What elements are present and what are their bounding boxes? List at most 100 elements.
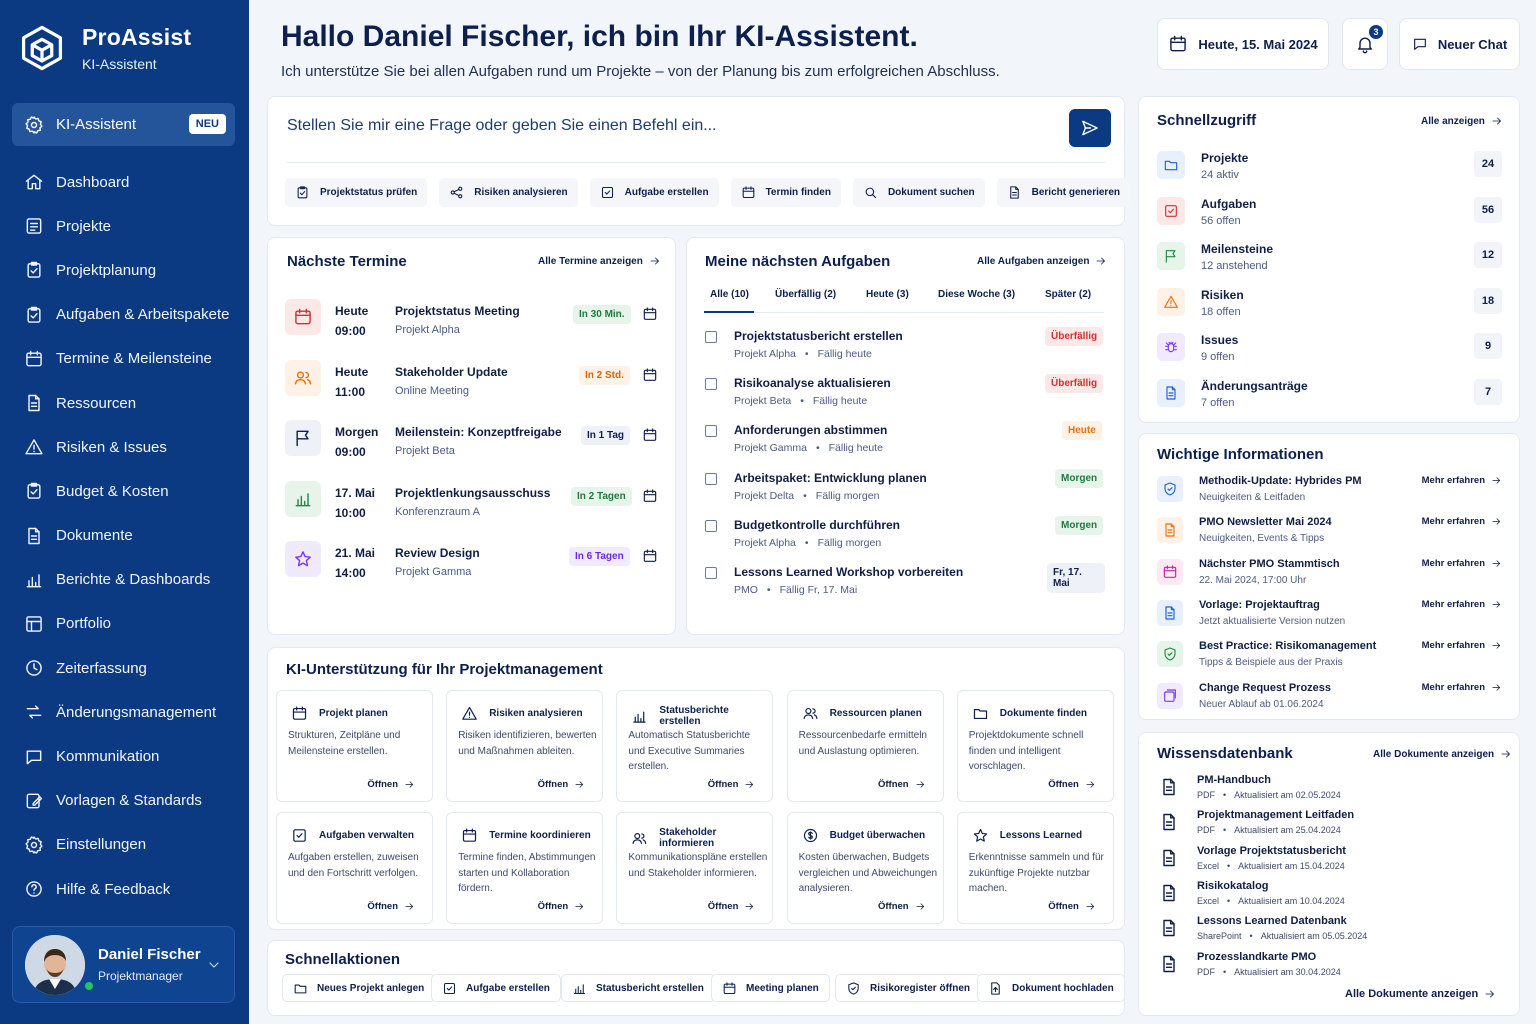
task-item[interactable]: Arbeitspaket: Entwicklung planen Projekt…: [705, 468, 1105, 509]
tab-spaeter[interactable]: Später (2): [1045, 289, 1092, 300]
more-link[interactable]: Mehr erfahren: [1422, 516, 1502, 527]
ki-support-tile[interactable]: Budget überwachen Kosten überwachen, Bud…: [786, 812, 944, 924]
task-checkbox[interactable]: [705, 567, 717, 579]
prompt-chip[interactable]: Aufgabe erstellen: [589, 178, 719, 207]
chevron-down-icon[interactable]: [206, 957, 222, 973]
notifications-button[interactable]: 3: [1342, 18, 1388, 70]
document-item[interactable]: Prozesslandkarte PMO PDF • Aktualisiert am…: [1159, 951, 1504, 983]
info-item[interactable]: Nächster PMO Stammtisch 22. Mai 2024, 17…: [1157, 557, 1502, 593]
prompt-chip[interactable]: Dokument suchen: [852, 178, 985, 207]
quick-access-item[interactable]: Aufgaben 56 offen 56: [1157, 193, 1502, 233]
quick-action-button[interactable]: Risikoregister öffnen: [835, 974, 982, 1002]
prompt-chip[interactable]: Risiken analysieren: [439, 178, 578, 207]
termin-item[interactable]: 17. Mai 10:00 Projektlenkungsausschuss K…: [285, 480, 661, 531]
quick-access-item[interactable]: Meilensteine 12 anstehend 12: [1157, 238, 1502, 278]
sidebar-item-15[interactable]: Einstellungen: [0, 823, 249, 867]
info-item[interactable]: Methodik-Update: Hybrides PM Neuigkeiten…: [1157, 474, 1502, 510]
sidebar-item-12[interactable]: Änderungsmanagement: [0, 690, 249, 734]
more-link[interactable]: Mehr erfahren: [1422, 682, 1502, 693]
sidebar-item-7[interactable]: Budget & Kosten: [0, 469, 249, 513]
quick-action-button[interactable]: Meeting planen: [711, 974, 830, 1002]
quick-access-item[interactable]: Projekte 24 aktiv 24: [1157, 147, 1502, 187]
open-button[interactable]: Öffnen: [367, 901, 415, 912]
sidebar-item-4[interactable]: Termine & Meilensteine: [0, 337, 249, 381]
prompt-chip[interactable]: Projektstatus prüfen: [285, 178, 428, 207]
all-documents-footer-link[interactable]: Alle Dokumente anzeigen: [1345, 988, 1496, 1000]
sidebar-item-2[interactable]: Projektplanung: [0, 248, 249, 292]
sidebar-item-10[interactable]: Portfolio: [0, 602, 249, 646]
document-item[interactable]: Vorlage Projektstatusbericht Excel • Aktua…: [1159, 845, 1504, 877]
ki-support-tile[interactable]: Projekt planen Strukturen, Zeitpläne und…: [276, 690, 433, 802]
more-link[interactable]: Mehr erfahren: [1422, 475, 1502, 486]
new-chat-button[interactable]: Neuer Chat: [1399, 18, 1520, 70]
all-termine-link[interactable]: Alle Termine anzeigen: [538, 255, 661, 267]
open-button[interactable]: Öffnen: [708, 779, 756, 790]
document-item[interactable]: Lessons Learned Datenbank SharePoint • Akt…: [1159, 915, 1504, 947]
ki-support-tile[interactable]: Statusberichte erstellen Automatisch Sta…: [616, 690, 774, 802]
more-link[interactable]: Mehr erfahren: [1422, 558, 1502, 569]
info-item[interactable]: Vorlage: Projektauftrag Jetzt aktualisie…: [1157, 598, 1502, 634]
task-checkbox[interactable]: [705, 331, 717, 343]
tab-heute[interactable]: Heute (3): [866, 289, 909, 300]
ki-support-tile[interactable]: Risiken analysieren Risiken identifizier…: [446, 690, 604, 802]
brand[interactable]: ProAssist KI-Assistent: [16, 18, 191, 78]
all-aufgaben-link[interactable]: Alle Aufgaben anzeigen: [977, 255, 1107, 267]
all-schnellzugriff-link[interactable]: Alle anzeigen: [1421, 115, 1503, 127]
quick-action-button[interactable]: Dokument hochladen: [977, 974, 1125, 1002]
sidebar-item-0[interactable]: Dashboard: [0, 160, 249, 204]
quick-access-item[interactable]: Issues 9 offen 9: [1157, 329, 1502, 369]
tab-alle[interactable]: Alle (10): [710, 289, 749, 300]
open-button[interactable]: Öffnen: [878, 779, 926, 790]
send-button[interactable]: [1069, 109, 1111, 147]
ki-support-tile[interactable]: Ressourcen planen Ressourcenbedarfe ermi…: [786, 690, 944, 802]
add-to-calendar-button[interactable]: [642, 306, 658, 322]
open-button[interactable]: Öffnen: [1048, 901, 1096, 912]
prompt-input[interactable]: Stellen Sie mir eine Frage oder geben Si…: [287, 117, 717, 134]
termin-item[interactable]: Morgen 09:00 Meilenstein: Konzeptfreigab…: [285, 420, 661, 470]
open-button[interactable]: Öffnen: [1048, 779, 1096, 790]
add-to-calendar-button[interactable]: [642, 427, 658, 443]
add-to-calendar-button[interactable]: [642, 367, 658, 383]
sidebar-item-5[interactable]: Ressourcen: [0, 381, 249, 425]
open-button[interactable]: Öffnen: [367, 779, 415, 790]
info-item[interactable]: Best Practice: Risikomanagement Tipps & …: [1157, 639, 1502, 675]
open-button[interactable]: Öffnen: [538, 901, 586, 912]
quick-action-button[interactable]: Neues Projekt anlegen: [282, 974, 436, 1002]
termin-item[interactable]: Heute 09:00 Projektstatus Meeting Projek…: [285, 299, 661, 349]
sidebar-item-11[interactable]: Zeiterfassung: [0, 646, 249, 690]
task-item[interactable]: Budgetkontrolle durchführen Projekt Alph…: [705, 515, 1105, 556]
sidebar-item-13[interactable]: Kommunikation: [0, 734, 249, 778]
ki-support-tile[interactable]: Lessons Learned Erkenntnisse sammeln und…: [956, 812, 1114, 924]
prompt-chip[interactable]: Bericht generieren: [996, 178, 1130, 207]
task-item[interactable]: Lessons Learned Workshop vorbereiten PMO…: [705, 563, 1105, 603]
task-checkbox[interactable]: [705, 425, 717, 438]
sidebar-item-8[interactable]: Dokumente: [0, 514, 249, 558]
all-documents-link[interactable]: Alle Dokumente anzeigen: [1373, 748, 1512, 760]
add-to-calendar-button[interactable]: [642, 548, 658, 564]
termin-item[interactable]: 21. Mai 14:00 Review Design Projekt Gamm…: [285, 541, 661, 591]
tab-diese-woche[interactable]: Diese Woche (3): [938, 289, 1016, 300]
open-button[interactable]: Öffnen: [878, 901, 926, 912]
task-item[interactable]: Risikoanalyse aktualisieren Projekt Beta…: [705, 374, 1105, 414]
ki-support-tile[interactable]: Dokumente finden Projektdokumente schnel…: [956, 690, 1114, 802]
sidebar-item-ki-assistent[interactable]: KI-Assistent NEU: [12, 103, 235, 146]
task-item[interactable]: Anforderungen abstimmen Projekt Gamma • Fä…: [705, 421, 1105, 461]
sidebar-item-9[interactable]: Berichte & Dashboards: [0, 558, 249, 602]
info-item[interactable]: PMO Newsletter Mai 2024 Neuigkeiten, Eve…: [1157, 515, 1502, 551]
sidebar-item-16[interactable]: Hilfe & Feedback: [0, 867, 249, 911]
document-item[interactable]: PM-Handbuch PDF • Aktualisiert am 02.05.20…: [1159, 774, 1504, 806]
quick-access-item[interactable]: Risiken 18 offen 18: [1157, 284, 1502, 324]
more-link[interactable]: Mehr erfahren: [1422, 640, 1502, 651]
ki-support-tile[interactable]: Stakeholder informieren Kommunikationspl…: [616, 812, 774, 924]
document-item[interactable]: Projektmanagement Leitfaden PDF • Aktualis…: [1159, 809, 1504, 841]
sidebar-item-6[interactable]: Risiken & Issues: [0, 425, 249, 469]
document-item[interactable]: Risikokatalog Excel • Aktualisiert am 10.0…: [1159, 880, 1504, 912]
user-profile[interactable]: Daniel Fischer Projektmanager: [12, 926, 235, 1003]
open-button[interactable]: Öffnen: [708, 901, 756, 912]
sidebar-item-3[interactable]: Aufgaben & Arbeitspakete: [0, 293, 249, 337]
quick-action-button[interactable]: Statusbericht erstellen: [561, 974, 715, 1002]
sidebar-item-14[interactable]: Vorlagen & Standards: [0, 779, 249, 823]
task-checkbox[interactable]: [705, 378, 717, 391]
quick-action-button[interactable]: Aufgabe erstellen: [431, 974, 561, 1002]
prompt-chip[interactable]: Termin finden: [730, 178, 841, 207]
